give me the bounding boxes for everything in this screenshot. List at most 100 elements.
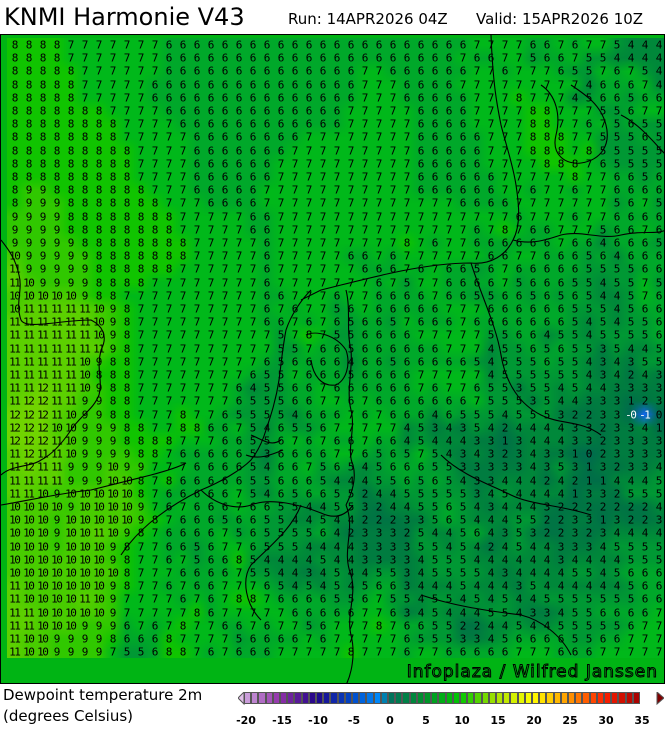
dewpoint-value: 4 — [516, 554, 523, 565]
dewpoint-value: 11 — [23, 343, 35, 354]
dewpoint-value: 6 — [572, 290, 579, 301]
dewpoint-value: 4 — [656, 502, 663, 513]
dewpoint-value: 5 — [586, 277, 593, 288]
dewpoint-value: 7 — [278, 224, 285, 235]
dewpoint-value: 7 — [138, 620, 145, 631]
dewpoint-value: 7 — [250, 356, 257, 367]
dewpoint-value: 6 — [250, 370, 257, 381]
dewpoint-value: 8 — [54, 145, 61, 156]
dewpoint-value: 4 — [474, 541, 481, 552]
dewpoint-value: 7 — [376, 79, 383, 90]
dewpoint-value: 7 — [334, 422, 341, 433]
dewpoint-value: 8 — [166, 647, 173, 658]
dewpoint-value: 8 — [124, 356, 131, 367]
dewpoint-value: 7 — [516, 647, 523, 658]
dewpoint-value: 6 — [404, 92, 411, 103]
dewpoint-value: 6 — [306, 383, 313, 394]
colorbar-swatch — [539, 692, 547, 704]
dewpoint-value: 7 — [572, 119, 579, 130]
colorbar-swatch — [272, 692, 280, 704]
dewpoint-value: 8 — [96, 211, 103, 222]
dewpoint-value: 6 — [362, 264, 369, 275]
dewpoint-value: 8 — [110, 238, 117, 249]
dewpoint-value: 7 — [600, 172, 607, 183]
dewpoint-value: 5 — [628, 290, 635, 301]
dewpoint-value: 5 — [572, 370, 579, 381]
dewpoint-value: 8 — [54, 40, 61, 51]
dewpoint-value: 6 — [222, 462, 229, 473]
dewpoint-value: 7 — [138, 330, 145, 341]
dewpoint-value: 6 — [642, 211, 649, 222]
dewpoint-value: 8 — [544, 132, 551, 143]
dewpoint-value: 4 — [544, 620, 551, 631]
dewpoint-value: 5 — [474, 356, 481, 367]
dewpoint-value: 7 — [194, 211, 201, 222]
dewpoint-value: 9 — [82, 422, 89, 433]
dewpoint-value: 7 — [320, 277, 327, 288]
dewpoint-value: 9 — [54, 198, 61, 209]
dewpoint-value: 8 — [26, 158, 33, 169]
dewpoint-value: 6 — [488, 172, 495, 183]
dewpoint-value: 5 — [530, 53, 537, 64]
dewpoint-value: 8 — [26, 66, 33, 77]
dewpoint-value: 4 — [544, 554, 551, 565]
dewpoint-value: 8 — [152, 211, 159, 222]
dewpoint-value: 7 — [152, 185, 159, 196]
dewpoint-value: 7 — [320, 185, 327, 196]
dewpoint-value: 7 — [138, 172, 145, 183]
dewpoint-value: 7 — [222, 277, 229, 288]
dewpoint-value: 7 — [180, 356, 187, 367]
dewpoint-value: 10 — [23, 594, 35, 605]
dewpoint-value: 5 — [418, 475, 425, 486]
dewpoint-value: 8 — [586, 145, 593, 156]
dewpoint-value: 6 — [180, 528, 187, 539]
dewpoint-value: 5 — [502, 396, 509, 407]
dewpoint-value: 10 — [9, 502, 21, 513]
dewpoint-value: 11 — [65, 317, 77, 328]
dewpoint-value: 5 — [544, 409, 551, 420]
dewpoint-value: 7 — [320, 436, 327, 447]
dewpoint-value: 2 — [362, 488, 369, 499]
dewpoint-value: 2 — [474, 620, 481, 631]
dewpoint-value: 5 — [348, 502, 355, 513]
colorbar-swatch — [596, 692, 604, 704]
dewpoint-value: 11 — [9, 343, 21, 354]
dewpoint-value: 7 — [418, 198, 425, 209]
dewpoint-value: 6 — [222, 145, 229, 156]
dewpoint-value: 7 — [362, 396, 369, 407]
dewpoint-value: 8 — [96, 251, 103, 262]
dewpoint-value: 6 — [292, 79, 299, 90]
dewpoint-value: 10 — [79, 554, 91, 565]
dewpoint-value: 9 — [68, 238, 75, 249]
dewpoint-value: 6 — [250, 172, 257, 183]
dewpoint-value: 7 — [376, 634, 383, 645]
dewpoint-value: 8 — [138, 528, 145, 539]
dewpoint-value: 7 — [362, 92, 369, 103]
dewpoint-value: 10 — [93, 554, 105, 565]
dewpoint-value: 10 — [93, 607, 105, 618]
dewpoint-value: 7 — [222, 581, 229, 592]
dewpoint-value: 7 — [516, 66, 523, 77]
dewpoint-value: 8 — [96, 185, 103, 196]
dewpoint-value: 7 — [124, 79, 131, 90]
colorbar-tick-label: 5 — [422, 714, 430, 727]
dewpoint-value: 6 — [180, 488, 187, 499]
dewpoint-value: 6 — [348, 92, 355, 103]
dewpoint-value: 7 — [362, 607, 369, 618]
dewpoint-value: 5 — [418, 436, 425, 447]
dewpoint-value: 4 — [362, 475, 369, 486]
dewpoint-value: 9 — [54, 224, 61, 235]
dewpoint-value: 8 — [124, 158, 131, 169]
dewpoint-value: 7 — [180, 383, 187, 394]
dewpoint-value: 5 — [628, 330, 635, 341]
dewpoint-value: 5 — [656, 119, 663, 130]
dewpoint-value: 6 — [432, 92, 439, 103]
dewpoint-value: 7 — [236, 211, 243, 222]
dewpoint-value: 6 — [432, 475, 439, 486]
dewpoint-value: 7 — [222, 541, 229, 552]
dewpoint-value: 5 — [376, 462, 383, 473]
dewpoint-value: 8 — [68, 119, 75, 130]
dewpoint-value: 7 — [334, 132, 341, 143]
dewpoint-value: 6 — [516, 264, 523, 275]
